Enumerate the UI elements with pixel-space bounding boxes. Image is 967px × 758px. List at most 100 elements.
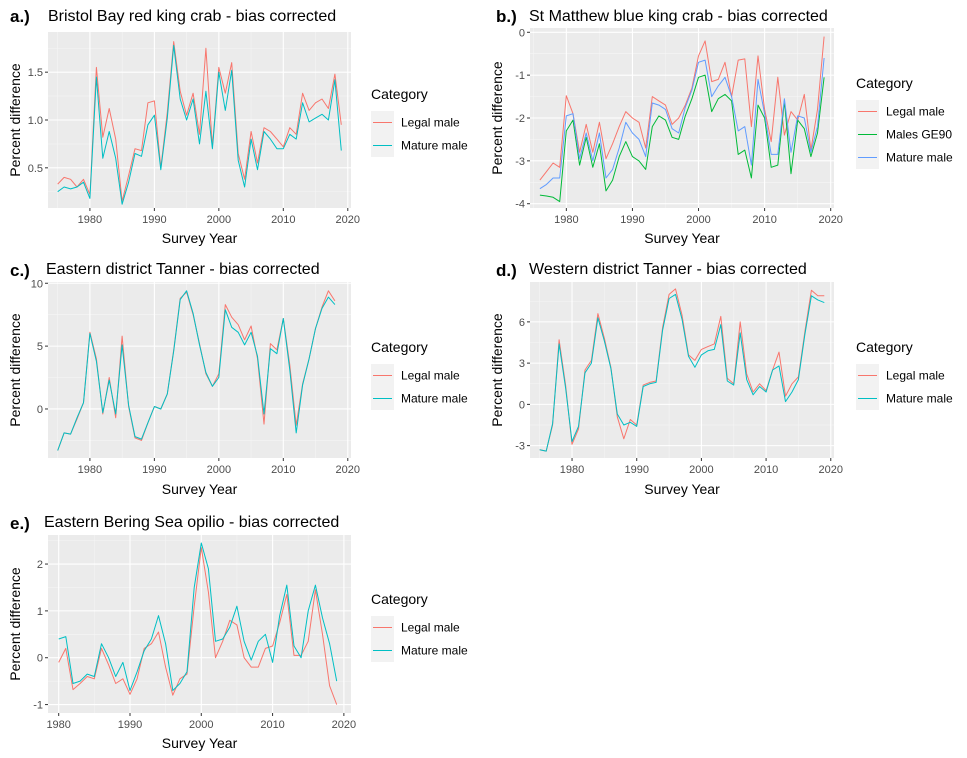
legend: Category Legal male Mature male bbox=[371, 86, 468, 157]
series-line-2 bbox=[58, 542, 338, 691]
x-axis-title: Survey Year bbox=[162, 481, 238, 497]
x-tick-label: 2000 bbox=[207, 464, 231, 476]
panel-1: 1980 1990 2000 2010 2020 0.5 1.0 1.5 a.) Bristol … bbox=[7, 7, 468, 246]
x-tick-label: 2010 bbox=[754, 464, 778, 476]
y-tick-label: 1.5 bbox=[28, 67, 43, 79]
x-tick-label: 2010 bbox=[271, 464, 295, 476]
legend-title: Category bbox=[856, 75, 913, 91]
legend: Category Legal male Males GE90 Mature male bbox=[856, 75, 953, 169]
x-tick-label: 2000 bbox=[686, 214, 710, 226]
x-tick-label: 2010 bbox=[752, 214, 776, 226]
x-tick-label: 1990 bbox=[118, 719, 142, 731]
y-tick-label: -1 bbox=[33, 700, 43, 712]
legend-label: Legal male bbox=[401, 621, 460, 635]
panel-3: 1980 1990 2000 2010 2020 0 5 10c.) Eastern distr… bbox=[7, 261, 468, 497]
plot-background bbox=[48, 282, 351, 458]
panel-2: 1980 1990 2000 2010 2020 -4 -3 -2 -1 0b.) St Matth… bbox=[489, 7, 953, 246]
x-tick-label: 2010 bbox=[260, 719, 284, 731]
legend-label: Mature male bbox=[401, 644, 468, 658]
series-line-1 bbox=[539, 288, 825, 452]
chart-title: Western district Tanner - bias corrected bbox=[529, 261, 807, 278]
x-tick-label: 2000 bbox=[689, 464, 713, 476]
y-axis-title: Percent difference bbox=[7, 567, 23, 681]
legend-label: Legal male bbox=[886, 369, 945, 383]
series-line-3 bbox=[539, 57, 825, 190]
x-tick-label: 1980 bbox=[560, 464, 584, 476]
legend-label: Mature male bbox=[401, 139, 468, 153]
legend-label: Mature male bbox=[886, 151, 953, 165]
legend-title: Category bbox=[371, 591, 428, 607]
y-tick-label: 6 bbox=[519, 317, 525, 329]
legend-label: Mature male bbox=[401, 392, 468, 406]
y-tick-label: 1.0 bbox=[28, 115, 43, 127]
y-tick-label: 3 bbox=[519, 358, 525, 370]
x-axis-title: Survey Year bbox=[644, 481, 720, 497]
y-axis-title: Percent difference bbox=[7, 63, 23, 177]
panel-5: 1980 1990 2000 2010 2020 -1 0 1 2 e.) Eastern Beri… bbox=[7, 514, 468, 751]
x-tick-label: 2020 bbox=[332, 719, 356, 731]
panel-letter: c.) bbox=[10, 261, 30, 280]
legend-label: Legal male bbox=[886, 105, 945, 119]
x-axis-title: Survey Year bbox=[162, 230, 238, 246]
series-line-1 bbox=[539, 36, 825, 181]
chart-title: Eastern Bering Sea opilio - bias correct… bbox=[44, 514, 339, 531]
legend-label: Legal male bbox=[401, 369, 460, 383]
x-axis-title: Survey Year bbox=[162, 735, 238, 751]
series-line-1 bbox=[57, 41, 342, 202]
y-tick-label: 0 bbox=[519, 27, 525, 39]
legend-title: Category bbox=[371, 339, 428, 355]
y-tick-label: 5 bbox=[37, 341, 43, 353]
panel-letter: e.) bbox=[10, 514, 30, 533]
x-tick-label: 1990 bbox=[142, 214, 166, 226]
x-tick-label: 1990 bbox=[624, 464, 648, 476]
y-tick-label: 0 bbox=[519, 399, 525, 411]
y-tick-label: 1 bbox=[37, 606, 43, 618]
x-tick-label: 2010 bbox=[271, 214, 295, 226]
x-tick-label: 1980 bbox=[78, 464, 102, 476]
x-tick-label: 2020 bbox=[336, 214, 360, 226]
y-tick-label: 2 bbox=[37, 559, 43, 571]
x-tick-label: 2000 bbox=[207, 214, 231, 226]
y-tick-label: -3 bbox=[515, 441, 525, 453]
y-axis-title: Percent difference bbox=[489, 61, 505, 175]
x-tick-label: 2020 bbox=[336, 464, 360, 476]
legend: Category Legal male Mature male bbox=[371, 339, 468, 410]
y-tick-label: -3 bbox=[515, 156, 525, 168]
chart-title: Eastern district Tanner - bias corrected bbox=[46, 261, 320, 278]
series-line-1 bbox=[58, 547, 338, 705]
y-tick-label: 0.5 bbox=[28, 163, 43, 175]
y-axis-title: Percent difference bbox=[7, 313, 23, 427]
chart-title: St Matthew blue king crab - bias correct… bbox=[529, 8, 828, 25]
panel-letter: b.) bbox=[496, 7, 517, 26]
x-tick-label: 1980 bbox=[78, 214, 102, 226]
panel-letter: a.) bbox=[10, 7, 30, 26]
legend-label: Legal male bbox=[401, 116, 460, 130]
legend-title: Category bbox=[371, 86, 428, 102]
series-line-2 bbox=[539, 293, 825, 452]
chart-title: Bristol Bay red king crab - bias correct… bbox=[48, 8, 336, 25]
y-tick-label: -2 bbox=[515, 113, 525, 125]
y-axis-title: Percent difference bbox=[489, 313, 505, 427]
legend-title: Category bbox=[856, 339, 913, 355]
legend-label: Mature male bbox=[886, 392, 953, 406]
y-tick-label: -1 bbox=[515, 70, 525, 82]
x-tick-label: 1990 bbox=[142, 464, 166, 476]
x-tick-label: 1980 bbox=[554, 214, 578, 226]
legend-label: Males GE90 bbox=[886, 128, 952, 142]
y-tick-label: -4 bbox=[515, 199, 525, 211]
y-tick-label: 0 bbox=[37, 404, 43, 416]
plot-background bbox=[530, 282, 834, 458]
x-tick-label: 2020 bbox=[819, 464, 843, 476]
y-tick-label: 10 bbox=[31, 278, 43, 290]
x-tick-label: 2020 bbox=[818, 214, 842, 226]
x-tick-label: 1980 bbox=[46, 719, 70, 731]
x-axis-title: Survey Year bbox=[644, 230, 720, 246]
series-line-2 bbox=[57, 290, 336, 451]
legend: Category Legal male Mature male bbox=[856, 339, 953, 410]
series-line-2 bbox=[57, 44, 342, 205]
legend: Category Legal male Mature male bbox=[371, 591, 468, 662]
y-tick-label: 0 bbox=[37, 653, 43, 665]
panel-letter: d.) bbox=[496, 261, 517, 280]
x-tick-label: 1990 bbox=[620, 214, 644, 226]
